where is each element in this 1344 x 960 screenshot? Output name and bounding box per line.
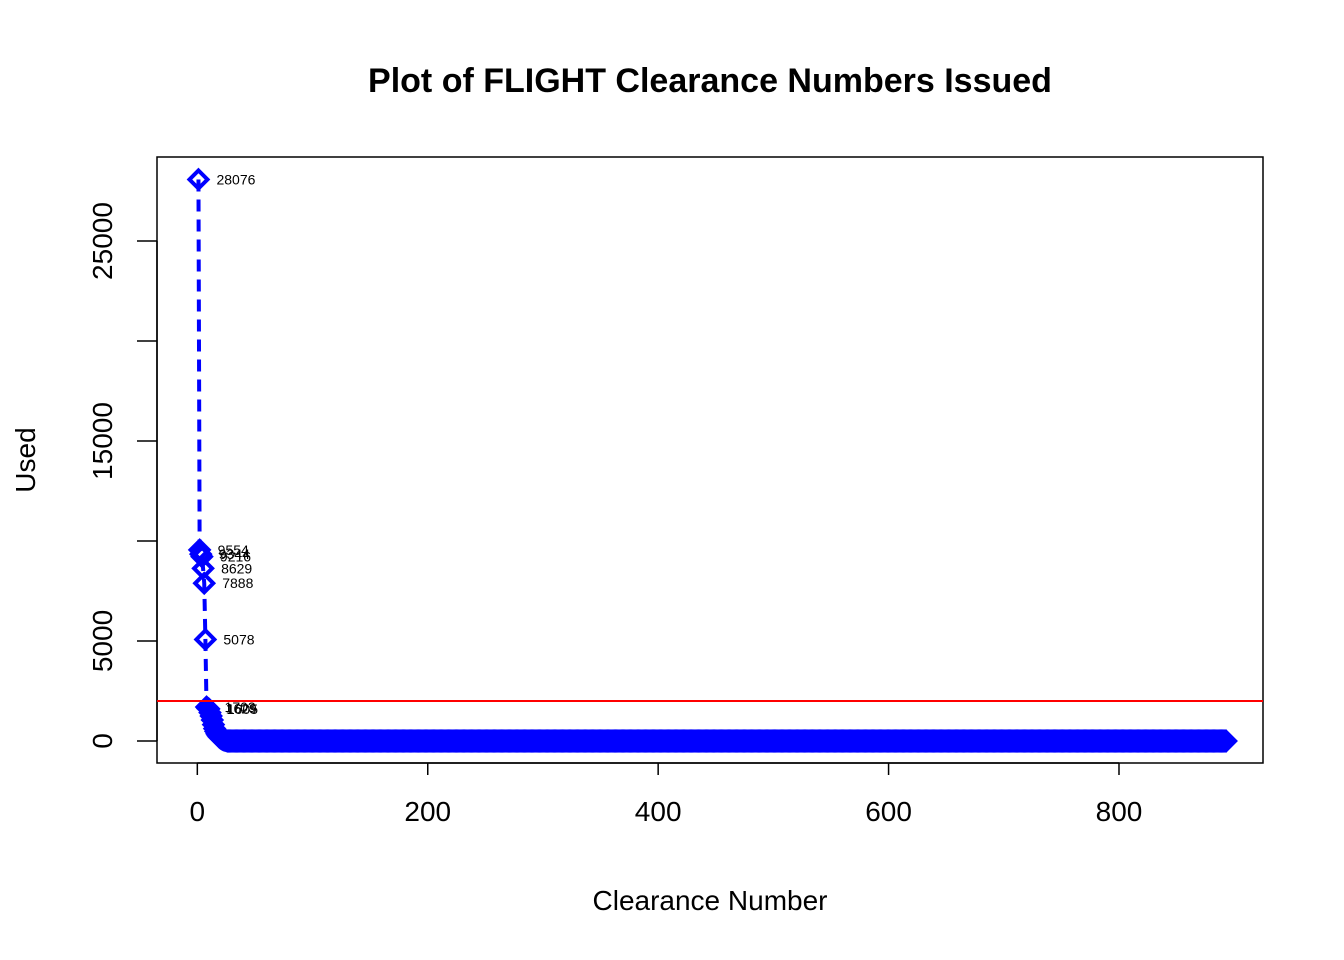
data-label: 9344 (219, 546, 250, 562)
data-label: 1703 (225, 699, 256, 715)
data-label: 1605 (227, 701, 258, 717)
data-point (186, 167, 211, 192)
data-point (193, 627, 218, 652)
series-markers (186, 167, 1238, 753)
series-line (196, 179, 1227, 743)
data-label: 1629 (226, 700, 257, 716)
data-point (190, 544, 214, 569)
y-axis-label: Used (10, 427, 41, 492)
data-label: 28076 (216, 171, 255, 187)
y-tick-label: 0 (87, 733, 118, 749)
data-label: 8629 (221, 560, 252, 576)
y-axis: 0 5000 15000 25000 (87, 202, 158, 749)
y-tick-label: 25000 (87, 202, 118, 280)
x-tick-label: 600 (865, 796, 912, 827)
data-label: 5078 (223, 631, 254, 647)
x-axis: 0 200 400 600 800 (190, 762, 1143, 827)
x-axis-label: Clearance Number (593, 885, 828, 916)
chart-title: Plot of FLIGHT Clearance Numbers Issued (368, 62, 1052, 100)
y-tick-label: 5000 (87, 610, 118, 672)
x-tick-label: 400 (635, 796, 682, 827)
data-point (187, 538, 212, 562)
data-point (192, 571, 217, 596)
data-label: 9554 (218, 542, 249, 558)
x-tick-label: 200 (404, 796, 451, 827)
y-tick-label: 15000 (87, 402, 118, 480)
plot-frame (156, 156, 1264, 764)
data-label: 7888 (222, 575, 253, 591)
data-point (1214, 729, 1238, 753)
x-tick-label: 800 (1096, 796, 1143, 827)
x-tick-label: 0 (190, 796, 206, 827)
data-label: 9216 (220, 549, 251, 565)
